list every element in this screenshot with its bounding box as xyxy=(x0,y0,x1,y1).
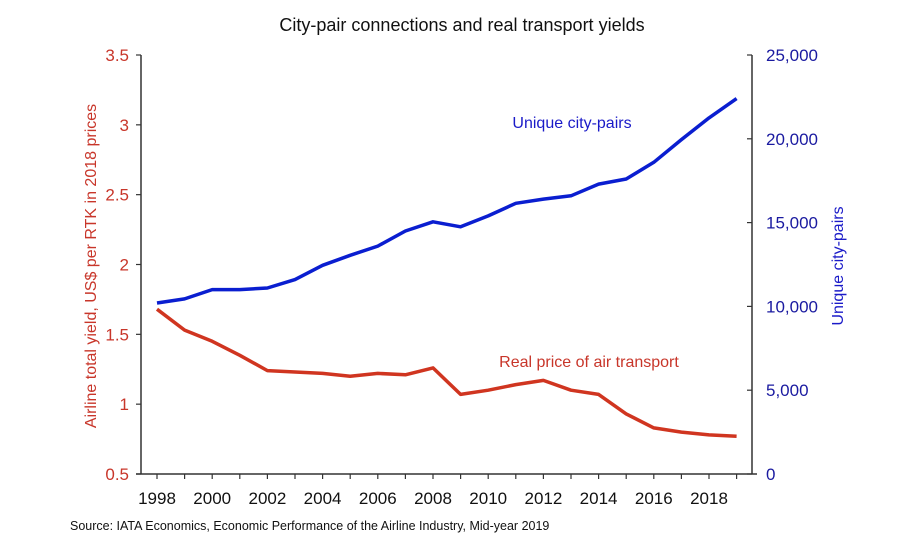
y-right-tick-label: 20,000 xyxy=(766,130,818,149)
x-tick-label: 2010 xyxy=(469,489,507,508)
x-tick-label: 2014 xyxy=(580,489,618,508)
x-tick-label: 2006 xyxy=(359,489,397,508)
y-left-tick-label: 2.5 xyxy=(105,186,129,205)
chart-title: City-pair connections and real transport… xyxy=(279,15,644,35)
y-right-tick-label: 5,000 xyxy=(766,381,809,400)
series-line-unique-city-pairs xyxy=(156,97,738,305)
y-right-tick-label: 10,000 xyxy=(766,297,818,316)
y-axis-right-label: Unique city-pairs xyxy=(830,206,847,325)
annotation-unique-city-pairs: Unique city-pairs xyxy=(512,115,631,132)
y-right-tick-label: 15,000 xyxy=(766,214,818,233)
x-tick-label: 2004 xyxy=(304,489,342,508)
x-tick-label: 1998 xyxy=(138,489,176,508)
x-tick-label: 2000 xyxy=(193,489,231,508)
annotation-real-price: Real price of air transport xyxy=(499,354,679,371)
y-left-tick-label: 3 xyxy=(120,116,129,135)
series-line-real-price xyxy=(155,307,737,439)
axes: 0.5 1 1.5 2 2.5 3 3.5 0 5,000 10,000 15,000 20,000 2… xyxy=(105,46,818,508)
y-axis-left-label: Airline total yield, US$ per RTK in 2018… xyxy=(83,104,100,428)
x-tick-label: 2002 xyxy=(248,489,286,508)
x-tick-label: 2018 xyxy=(690,489,728,508)
y-left-tick-label: 1.5 xyxy=(105,325,129,344)
y-left-tick-label: 3.5 xyxy=(105,46,129,65)
y-right-tick-label: 25,000 xyxy=(766,46,818,65)
x-tick-label: 2008 xyxy=(414,489,452,508)
y-left-tick-label: 0.5 xyxy=(105,465,129,484)
source-note: Source: IATA Economics, Economic Perform… xyxy=(70,519,549,533)
y-left-tick-label: 2 xyxy=(120,256,129,275)
x-tick-label: 2012 xyxy=(524,489,562,508)
series-lines xyxy=(155,97,738,439)
y-left-tick-label: 1 xyxy=(120,395,129,414)
y-right-tick-label: 0 xyxy=(766,465,775,484)
x-tick-label: 2016 xyxy=(635,489,673,508)
